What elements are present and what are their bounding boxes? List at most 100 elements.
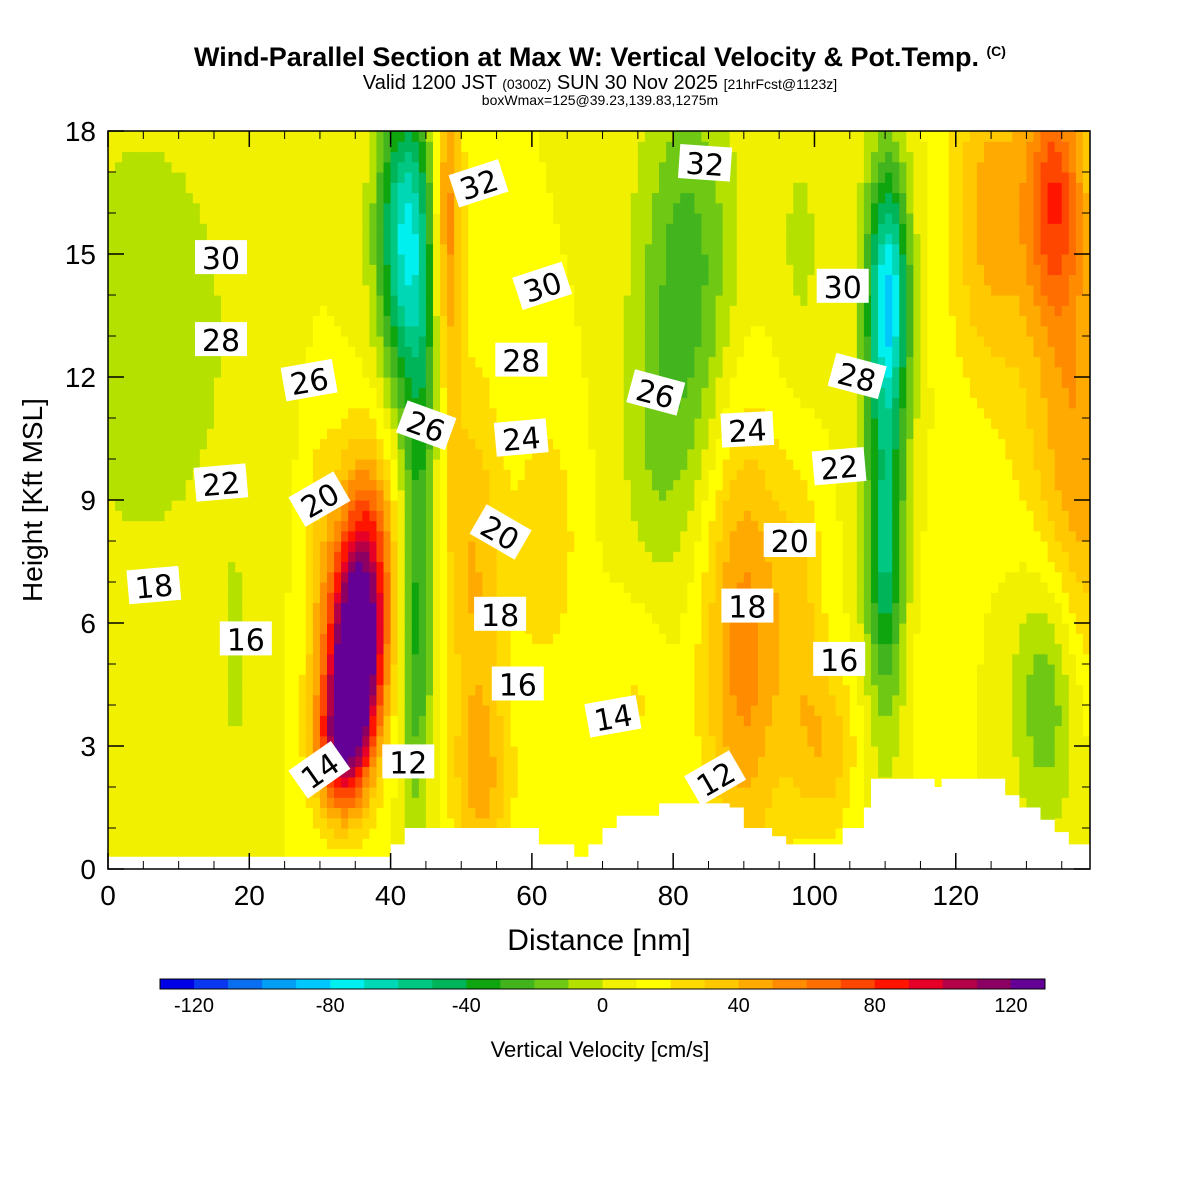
w-cell bbox=[136, 623, 144, 634]
w-cell bbox=[129, 664, 137, 675]
w-cell bbox=[581, 787, 589, 798]
w-cell bbox=[468, 541, 476, 552]
w-cell bbox=[348, 848, 356, 860]
w-cell bbox=[185, 541, 194, 552]
w-cell bbox=[383, 715, 392, 727]
w-cell bbox=[129, 848, 137, 860]
w-cell bbox=[228, 582, 236, 593]
w-cell bbox=[581, 284, 589, 296]
w-cell bbox=[461, 202, 469, 214]
w-cell bbox=[213, 397, 222, 409]
w-cell bbox=[503, 500, 512, 511]
w-cell bbox=[249, 346, 257, 358]
w-cell bbox=[164, 305, 173, 317]
w-cell bbox=[574, 848, 582, 860]
w-cell bbox=[362, 202, 370, 214]
w-cell bbox=[178, 407, 187, 419]
w-cell bbox=[115, 428, 123, 440]
w-cell bbox=[376, 131, 385, 142]
w-cell bbox=[277, 766, 286, 778]
w-cell bbox=[390, 633, 399, 645]
w-cell bbox=[447, 182, 455, 194]
w-cell bbox=[517, 725, 526, 737]
w-cell bbox=[348, 817, 356, 829]
w-cell bbox=[319, 602, 328, 614]
w-cell bbox=[178, 715, 187, 727]
w-cell bbox=[404, 233, 413, 245]
w-cell bbox=[390, 192, 399, 204]
w-cell bbox=[242, 213, 250, 224]
w-cell bbox=[305, 336, 314, 347]
w-cell bbox=[581, 479, 589, 491]
w-cell bbox=[242, 438, 250, 450]
w-cell bbox=[284, 428, 293, 440]
w-cell bbox=[284, 305, 293, 317]
w-cell bbox=[192, 643, 201, 655]
w-cell bbox=[327, 243, 335, 255]
w-cell bbox=[574, 530, 582, 542]
w-cell bbox=[369, 643, 378, 655]
w-cell bbox=[489, 151, 498, 163]
w-cell bbox=[136, 131, 144, 142]
w-cell bbox=[284, 807, 293, 819]
w-cell bbox=[390, 828, 399, 839]
w-cell bbox=[475, 715, 484, 727]
w-cell bbox=[574, 623, 582, 634]
w-cell bbox=[341, 469, 349, 481]
w-cell bbox=[122, 172, 130, 183]
w-cell bbox=[221, 397, 229, 409]
w-cell bbox=[327, 684, 335, 696]
w-cell bbox=[136, 141, 144, 153]
w-cell bbox=[143, 161, 151, 173]
w-cell bbox=[348, 582, 356, 593]
w-cell bbox=[376, 161, 385, 173]
w-cell bbox=[567, 243, 575, 255]
w-cell bbox=[341, 284, 349, 296]
w-cell bbox=[291, 571, 300, 583]
w-cell bbox=[425, 469, 434, 481]
w-cell bbox=[418, 489, 427, 501]
w-cell bbox=[178, 582, 187, 593]
w-cell bbox=[383, 612, 392, 624]
w-cell bbox=[291, 213, 300, 224]
w-cell bbox=[312, 838, 321, 850]
w-cell bbox=[256, 264, 265, 276]
w-cell bbox=[192, 735, 201, 747]
w-cell bbox=[164, 366, 173, 378]
w-cell bbox=[249, 397, 257, 409]
w-cell bbox=[468, 315, 476, 327]
w-cell bbox=[157, 797, 166, 809]
w-cell bbox=[468, 284, 476, 296]
w-cell bbox=[418, 182, 427, 194]
w-cell bbox=[531, 500, 540, 511]
w-cell bbox=[284, 828, 293, 839]
w-cell bbox=[588, 202, 597, 214]
w-cell bbox=[171, 674, 180, 686]
w-cell bbox=[143, 295, 151, 306]
w-cell bbox=[468, 817, 476, 829]
w-cell bbox=[270, 213, 279, 224]
w-cell bbox=[277, 500, 286, 511]
w-cell bbox=[390, 797, 399, 809]
w-cell bbox=[489, 377, 498, 388]
w-cell bbox=[553, 213, 561, 224]
w-cell bbox=[143, 530, 151, 542]
w-cell bbox=[517, 161, 526, 173]
w-cell bbox=[242, 448, 250, 460]
w-cell bbox=[496, 131, 505, 142]
w-cell bbox=[341, 735, 349, 747]
w-cell bbox=[164, 510, 173, 522]
w-cell bbox=[411, 705, 420, 716]
w-cell bbox=[115, 254, 123, 265]
w-cell bbox=[136, 459, 144, 470]
w-cell bbox=[129, 715, 137, 727]
w-cell bbox=[383, 643, 392, 655]
w-cell bbox=[136, 797, 144, 809]
w-cell bbox=[475, 653, 484, 665]
w-cell bbox=[185, 448, 194, 460]
w-cell bbox=[150, 848, 159, 860]
w-cell bbox=[510, 407, 519, 419]
w-cell bbox=[312, 315, 321, 327]
w-cell bbox=[319, 520, 328, 532]
w-cell bbox=[482, 582, 491, 593]
